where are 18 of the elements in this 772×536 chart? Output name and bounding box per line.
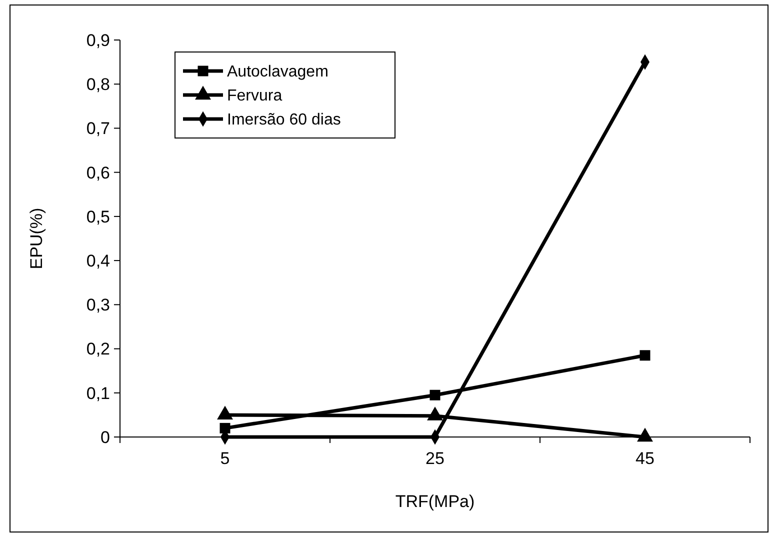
x-tick-label: 25 (426, 449, 444, 468)
y-tick-label: 0,4 (86, 252, 110, 271)
legend-label: Fervura (227, 88, 282, 105)
y-tick-label: 0,8 (86, 75, 110, 94)
y-tick-label: 0,2 (86, 340, 110, 359)
y-tick-label: 0,6 (86, 163, 110, 182)
y-tick-label: 0,7 (86, 119, 110, 138)
x-axis-title: TRF(MPa) (395, 492, 475, 511)
legend-label: Imersão 60 dias (227, 112, 341, 129)
y-tick-label: 0,5 (86, 207, 110, 226)
y-tick-label: 0,3 (86, 296, 110, 315)
x-tick-label: 45 (636, 449, 654, 468)
y-tick-label: 0,1 (86, 384, 110, 403)
legend-label: Autoclavagem (227, 64, 328, 81)
x-tick-label: 5 (220, 449, 230, 468)
y-axis-title: EPU(%) (27, 208, 46, 270)
y-tick-label: 0 (100, 428, 110, 447)
y-tick-label: 0,9 (86, 30, 110, 50)
